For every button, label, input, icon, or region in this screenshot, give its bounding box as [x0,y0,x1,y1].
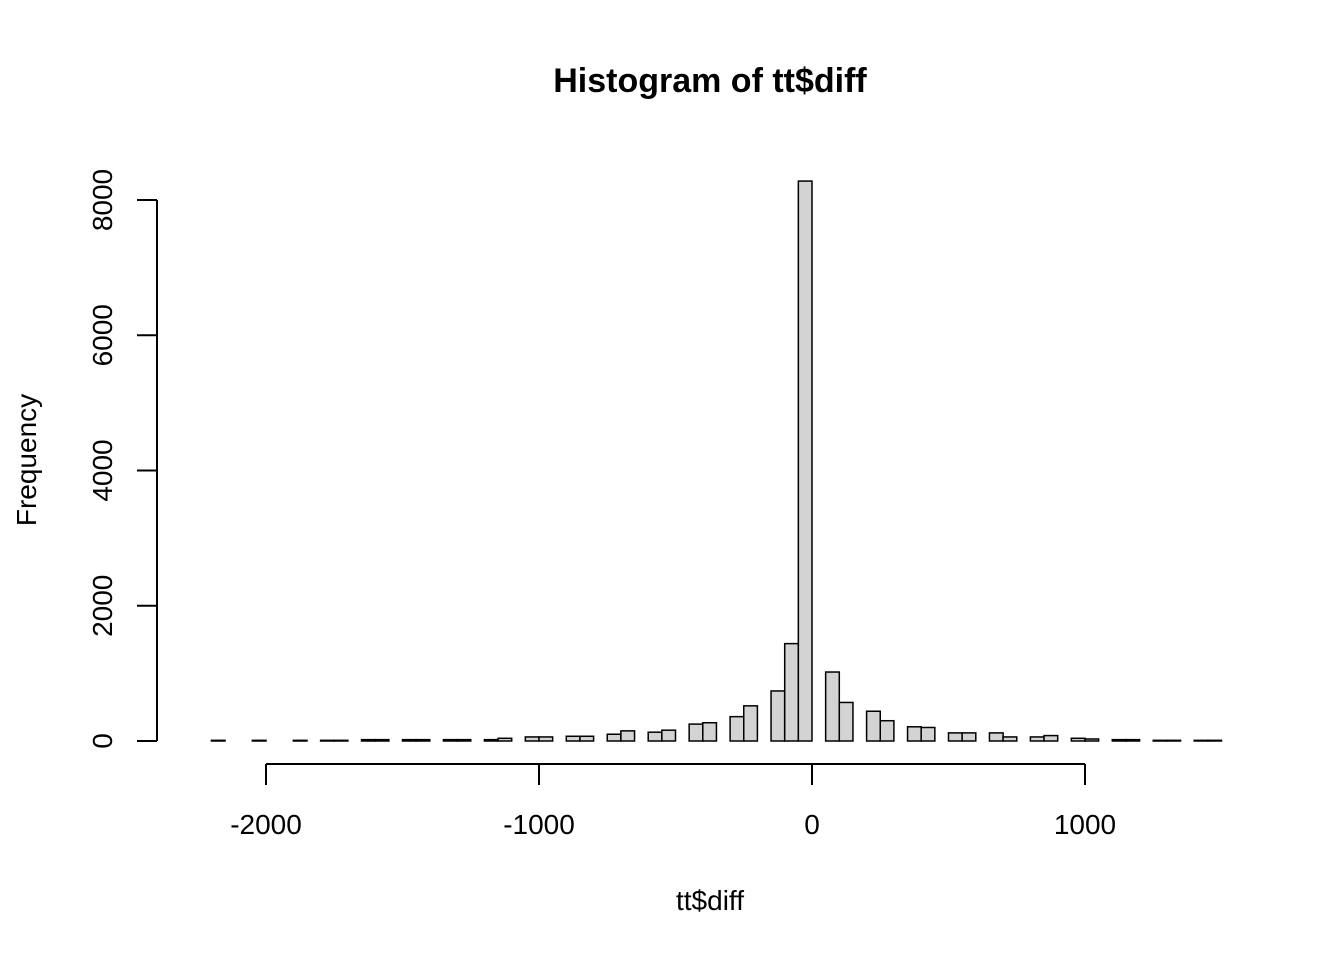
histogram-bar [865,710,881,742]
chart-title: Histogram of tt$diff [553,62,867,100]
histogram-bar [1166,739,1182,742]
histogram-bar [1111,738,1127,742]
histogram-bar [838,701,854,742]
histogram-bar [1193,739,1209,742]
histogram-bar [565,735,581,742]
histogram-bar [947,732,963,742]
histogram-bar [333,739,349,742]
histogram-bars [210,180,1223,742]
histogram-bar [729,715,745,742]
histogram-bar [906,726,922,742]
histogram-bar [538,736,554,742]
histogram-bar [319,739,336,742]
histogram-bar [1043,734,1059,742]
histogram-bar [879,719,895,742]
histogram-bar [374,738,390,742]
y-tick-label: 6000 [87,304,118,366]
histogram-bar [1207,739,1223,742]
histogram-bar [743,705,759,742]
histogram-bar [647,731,663,742]
histogram-bar [824,671,841,742]
histogram-bar [770,690,786,742]
histogram-bar [360,738,376,742]
histogram-bar [702,721,718,742]
histogram-bar [1125,738,1141,742]
histogram-bar [961,732,977,742]
histogram-bar [442,738,458,742]
histogram-bar [988,732,1004,742]
histogram-bar [579,735,595,742]
histogram-bar [292,739,308,742]
histogram-bar [1152,739,1168,742]
x-axis-label: tt$diff [676,885,744,916]
histogram-bar [456,738,472,742]
histogram-bar [415,738,431,742]
y-axis: 0 2000 4000 6000 8000 [87,169,158,749]
histogram-bar [1029,736,1045,742]
histogram-bar [1084,738,1100,742]
x-tick-label: 1000 [1054,809,1116,840]
histogram-bar [688,723,704,742]
histogram-bar [210,739,226,742]
histogram-bar [661,729,677,742]
histogram-bar [483,738,499,742]
histogram-bar [797,180,813,742]
histogram-bar [401,738,417,742]
y-tick-label: 4000 [87,439,118,501]
histogram-bar [251,739,267,742]
histogram-bar [920,726,936,742]
x-tick-label: -2000 [230,809,302,840]
histogram-bar [1070,737,1086,742]
histogram-bar [524,736,540,742]
histogram-bar [1002,736,1018,742]
histogram-bar [606,733,622,742]
histogram-bar [783,642,800,742]
x-tick-label: -1000 [503,809,575,840]
y-axis-label: Frequency [11,394,42,526]
y-tick-label: 0 [87,733,118,749]
histogram-bar [620,730,636,742]
x-axis: -2000 -1000 0 1000 [230,763,1116,840]
y-tick-label: 8000 [87,169,118,231]
histogram-bar [497,737,513,742]
y-tick-label: 2000 [87,575,118,637]
x-tick-label: 0 [804,809,820,840]
